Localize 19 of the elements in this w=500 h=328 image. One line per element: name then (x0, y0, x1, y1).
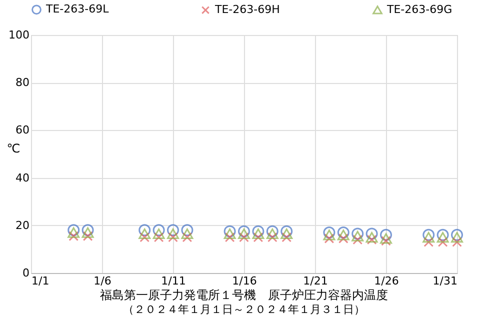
y-tick-label: 40 (16, 171, 30, 184)
y-tick-label: 0 (22, 266, 30, 280)
legend-label: TE-263-69L (45, 2, 110, 16)
text: 福島第一原子力発電所１号機 原子炉圧力容器内温度 (100, 288, 388, 302)
x-tick-label: 1/21 (303, 274, 328, 288)
legend-label: TE-263-69G (386, 2, 452, 16)
text: （２０２４年１月１日～２０２４年１月３１日） (123, 303, 365, 316)
y-axis-title: ℃ (6, 142, 20, 156)
legend-label: TE-263-69H (214, 3, 280, 16)
x-tick-label: 1/26 (374, 274, 399, 288)
y-tick-label: 100 (8, 28, 30, 42)
x-tick-label: 1/1 (32, 274, 50, 288)
y-tick-label: 60 (16, 124, 30, 137)
y-tick-label: 80 (16, 76, 30, 90)
x-tick-label: 1/11 (161, 274, 186, 288)
x-tick-label: 1/31 (432, 274, 458, 288)
x-tick-label: 1/16 (232, 274, 257, 288)
x-tick-label: 1/6 (94, 274, 112, 288)
y-tick-label: 20 (16, 218, 30, 232)
